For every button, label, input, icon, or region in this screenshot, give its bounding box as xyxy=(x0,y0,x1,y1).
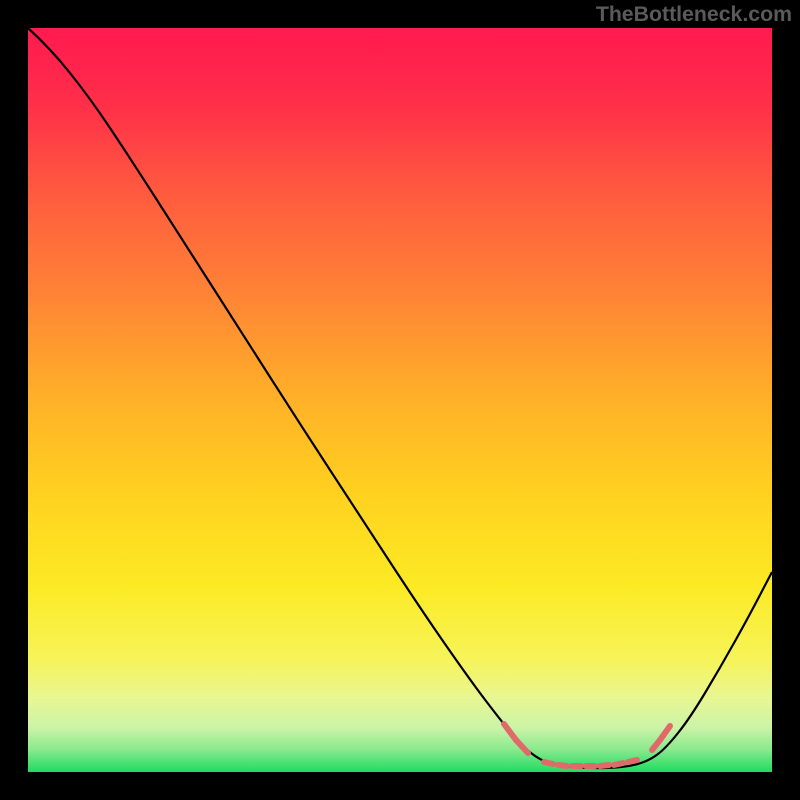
highlight-tick xyxy=(628,760,637,762)
highlight-tick xyxy=(558,765,567,766)
chart-stage: TheBottleneck.com xyxy=(0,0,800,800)
highlight-tick xyxy=(600,765,609,766)
highlight-tick xyxy=(544,762,553,764)
highlight-tick xyxy=(614,763,623,765)
bottleneck-chart xyxy=(0,0,800,800)
watermark-text: TheBottleneck.com xyxy=(596,2,792,27)
plot-background xyxy=(28,28,772,772)
